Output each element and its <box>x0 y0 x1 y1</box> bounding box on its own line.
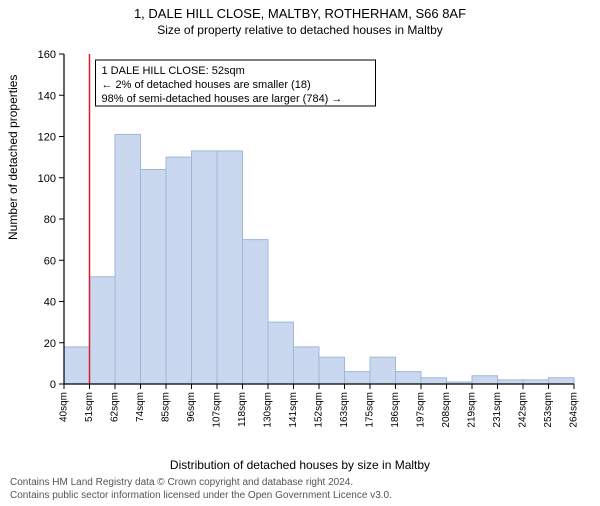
xtick-label: 96sqm <box>186 392 197 422</box>
ytick-label: 80 <box>44 214 56 226</box>
title-line1: 1, DALE HILL CLOSE, MALTBY, ROTHERHAM, S… <box>0 6 600 21</box>
annotation-line3: 98% of semi-detached houses are larger (… <box>102 93 343 105</box>
xtick-label: 40sqm <box>59 392 70 422</box>
ytick-label: 60 <box>44 255 56 267</box>
bar <box>345 372 371 384</box>
bar <box>549 378 575 384</box>
xtick-label: 118sqm <box>237 392 248 427</box>
xtick-label: 141sqm <box>288 392 299 428</box>
ytick-label: 160 <box>38 49 56 61</box>
copyright-block: Contains HM Land Registry data © Crown c… <box>10 477 392 502</box>
ytick-label: 140 <box>38 90 56 102</box>
xtick-label: 264sqm <box>569 392 580 428</box>
bar <box>319 357 345 384</box>
ytick-label: 100 <box>38 173 56 185</box>
bar <box>498 380 524 384</box>
bar <box>294 347 320 384</box>
title-line2: Size of property relative to detached ho… <box>0 23 600 37</box>
x-axis-label: Distribution of detached houses by size … <box>0 458 600 472</box>
bar <box>523 380 549 384</box>
y-axis-label: Number of detached properties <box>6 75 20 240</box>
bar <box>64 347 90 384</box>
bar <box>192 151 218 384</box>
bar <box>243 240 269 384</box>
bar <box>166 157 192 384</box>
title-block: 1, DALE HILL CLOSE, MALTBY, ROTHERHAM, S… <box>0 6 600 37</box>
xtick-label: 74sqm <box>135 392 146 422</box>
xtick-label: 231sqm <box>492 392 503 428</box>
xtick-label: 130sqm <box>263 392 274 428</box>
bar <box>421 378 447 384</box>
chart-area: 02040608010012014016040sqm51sqm62sqm74sq… <box>64 54 574 424</box>
bar <box>90 277 116 384</box>
ytick-label: 20 <box>44 338 56 350</box>
xtick-label: 242sqm <box>518 392 529 428</box>
xtick-label: 107sqm <box>212 392 223 428</box>
xtick-label: 163sqm <box>339 392 350 428</box>
xtick-label: 152sqm <box>314 392 325 428</box>
bar <box>396 372 422 384</box>
xtick-label: 253sqm <box>543 392 554 428</box>
xtick-label: 197sqm <box>416 392 427 428</box>
bar <box>370 357 396 384</box>
xtick-label: 85sqm <box>161 392 172 422</box>
xtick-label: 208sqm <box>441 392 452 428</box>
xtick-label: 62sqm <box>110 392 121 422</box>
ytick-label: 120 <box>38 132 56 144</box>
xtick-label: 186sqm <box>390 392 401 428</box>
bar <box>472 376 498 384</box>
xtick-label: 219sqm <box>467 392 478 428</box>
bar <box>268 322 294 384</box>
bar <box>115 134 141 384</box>
histogram-svg: 02040608010012014016040sqm51sqm62sqm74sq… <box>64 54 574 424</box>
copyright-line1: Contains HM Land Registry data © Crown c… <box>10 477 392 490</box>
annotation-line1: 1 DALE HILL CLOSE: 52sqm <box>102 65 245 77</box>
xtick-label: 51sqm <box>84 392 95 422</box>
ytick-label: 0 <box>50 379 56 391</box>
annotation-line2: ← 2% of detached houses are smaller (18) <box>102 79 311 91</box>
bar <box>141 170 167 385</box>
ytick-label: 40 <box>44 297 56 309</box>
bar <box>217 151 243 384</box>
xtick-label: 175sqm <box>365 392 376 428</box>
copyright-line2: Contains public sector information licen… <box>10 490 392 503</box>
